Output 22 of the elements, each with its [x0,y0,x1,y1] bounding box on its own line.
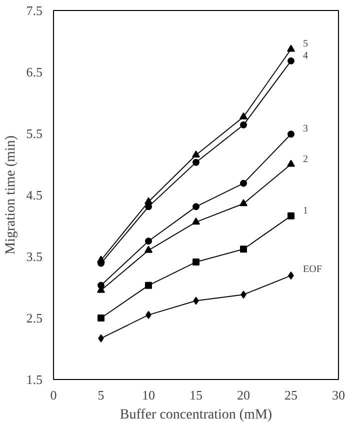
y-tick-label: 5.5 [26,126,42,141]
y-tick-label: 1.5 [26,372,42,387]
series-label: EOF [303,264,322,276]
x-tick-label: 0 [50,388,57,402]
x-tick-label: 5 [98,388,104,402]
x-axis-title: Buffer concentration (mM) [120,408,272,422]
series-label: 4 [303,50,308,62]
y-tick-label: 7.5 [26,3,42,18]
series-label: 1 [303,205,308,216]
series-label: 5 [303,38,308,50]
x-tick-label: 25 [284,388,298,402]
x-tick-label: 15 [190,388,202,402]
y-tick-label: 2.5 [26,310,42,326]
y-tick-label: 3.5 [26,249,42,264]
x-tick-label: 30 [332,388,345,402]
y-tick-label: 4.5 [26,188,42,202]
series-label: 3 [303,124,308,135]
x-tick-label: 10 [142,388,155,402]
y-tick-label: 6.5 [26,64,42,80]
series-label: 2 [303,154,308,165]
x-tick-label: 20 [237,388,250,402]
y-axis-title: Migration time (min) [3,135,18,254]
